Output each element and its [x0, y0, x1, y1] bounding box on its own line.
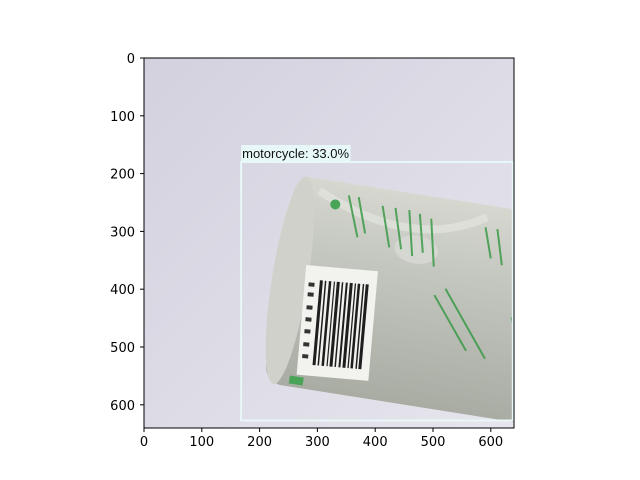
bottle-bottom: [265, 176, 315, 385]
bottle-reflection: [394, 235, 439, 264]
y-tick-label: 0: [127, 52, 135, 67]
x-tick-label: 100: [189, 435, 214, 450]
x-tick-label: 500: [421, 435, 446, 450]
x-tick-label: 300: [305, 435, 330, 450]
bottle: [265, 176, 514, 427]
x-axis: 0 100 200 300 400 500 600: [140, 428, 503, 450]
green-tag: [288, 375, 304, 386]
y-tick-label: 300: [110, 225, 135, 240]
x-tick-label: 400: [363, 435, 388, 450]
detection-label-background: [241, 145, 351, 163]
barcode-digits: [302, 282, 315, 359]
y-tick-label: 400: [110, 283, 135, 298]
barcode-bars: [312, 280, 369, 370]
y-tick-label: 600: [110, 399, 135, 414]
y-tick-label: 500: [110, 341, 135, 356]
recycle-icon: [330, 199, 341, 210]
photo: motorcycle: 33.0%: [144, 58, 514, 428]
bottle-print: [347, 195, 514, 413]
x-tick-label: 200: [247, 435, 272, 450]
axes-frame: [143, 57, 515, 429]
detection-box: [240, 161, 514, 422]
barcode-label: [296, 265, 378, 381]
x-tick-label: 0: [140, 435, 148, 450]
y-tick-label: 100: [110, 110, 135, 125]
y-axis: 0 100 200 300 400 500 600: [110, 52, 144, 414]
x-tick-label: 600: [478, 435, 503, 450]
y-tick-label: 200: [110, 168, 135, 183]
bottle-shine: [317, 187, 489, 234]
detection-label: motorcycle: 33.0%: [242, 146, 349, 161]
